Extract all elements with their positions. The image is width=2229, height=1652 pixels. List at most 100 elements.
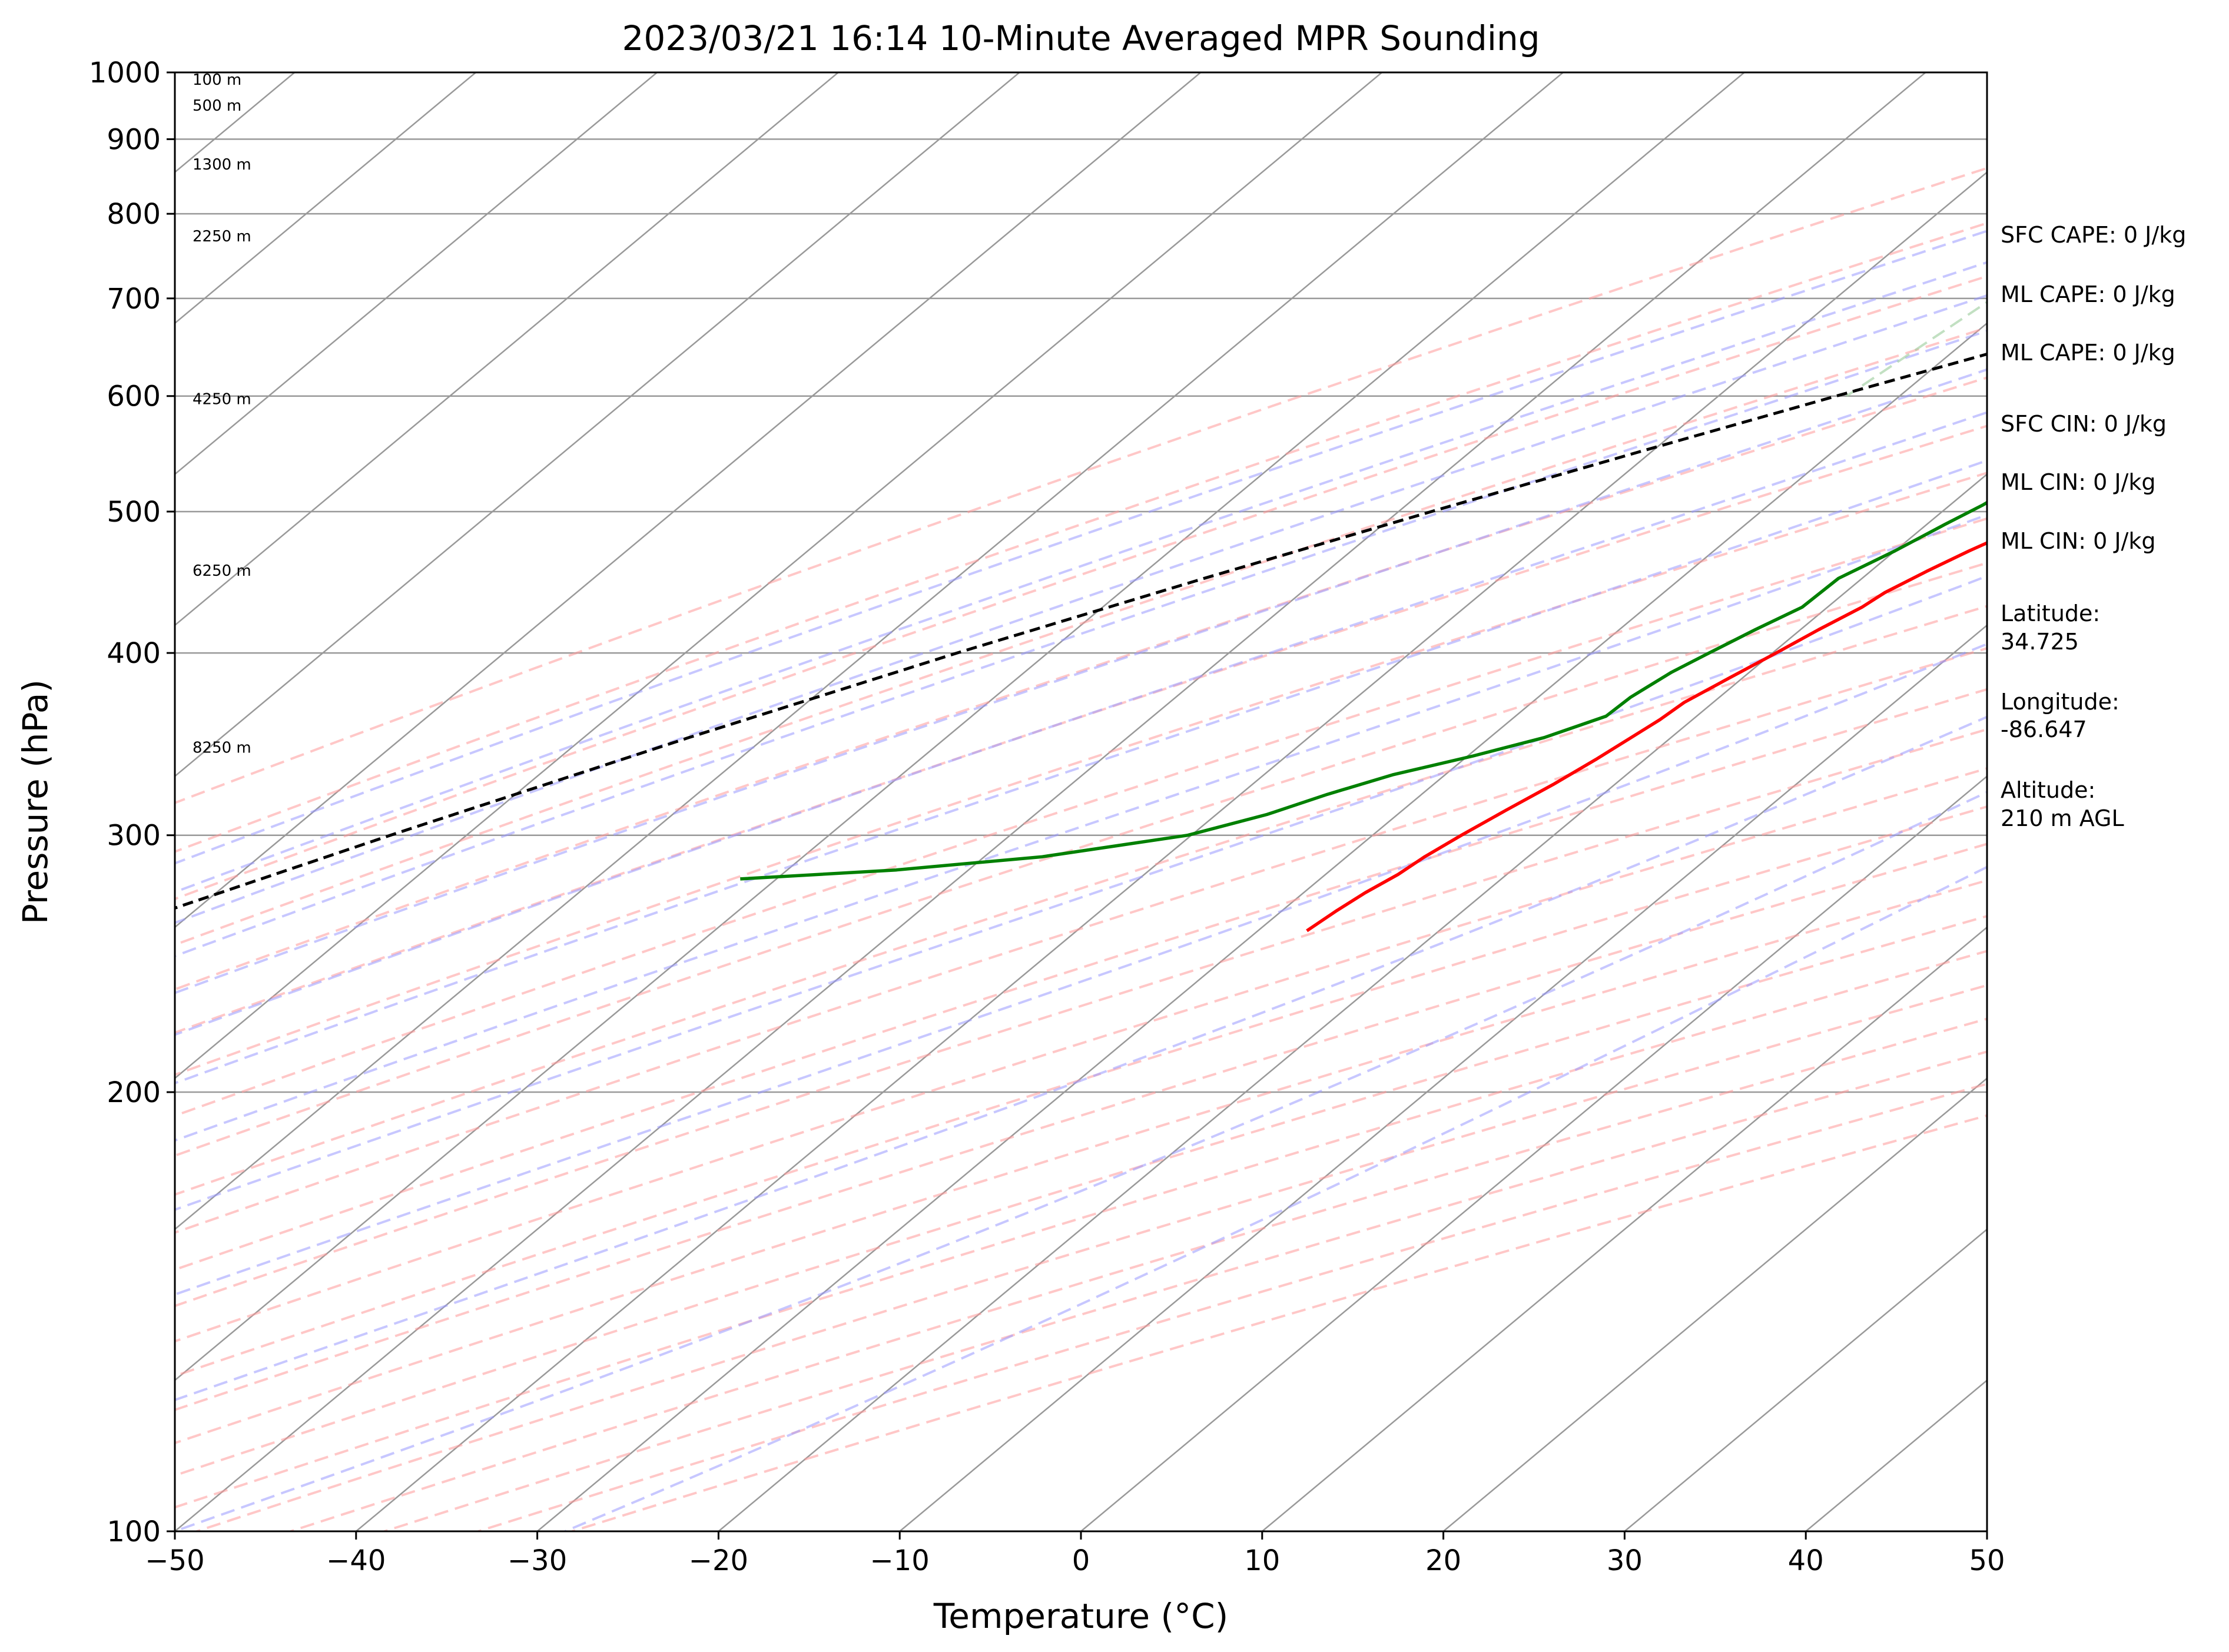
isotherm-line xyxy=(175,72,1745,1382)
y-tick-label: 100 xyxy=(107,1515,161,1548)
moist-adiabat-line xyxy=(175,575,1987,1211)
isotherm-line xyxy=(355,171,1987,1531)
moist-adiabat-line xyxy=(175,791,1987,1531)
isotherm-line xyxy=(1442,1077,1987,1531)
dry-adiabat-line xyxy=(175,688,1987,1271)
annotation-text: 34.725 xyxy=(2001,629,2079,655)
moist-adiabat-line xyxy=(175,261,1987,894)
dry-adiabat-line xyxy=(175,376,1987,991)
dry-adiabat-line xyxy=(175,517,1987,1117)
moist-adiabat-line xyxy=(175,513,1987,1142)
isotherm-line xyxy=(175,72,1926,1531)
x-tick-label: 0 xyxy=(1072,1544,1090,1577)
dry-adiabat-line xyxy=(175,221,1987,853)
y-tick-label: 200 xyxy=(107,1076,161,1109)
y-tick-label: 400 xyxy=(107,637,161,670)
dry-adiabat-line xyxy=(572,1114,1987,1531)
dry-adiabat-line xyxy=(175,424,1987,1034)
y-tick-label: 700 xyxy=(107,283,161,316)
x-tick-label: −30 xyxy=(508,1544,567,1577)
x-tick-label: 30 xyxy=(1607,1544,1643,1577)
x-tick-label: −20 xyxy=(689,1544,748,1577)
chart-title: 2023/03/21 16:14 10-Minute Averaged MPR … xyxy=(622,18,1540,58)
annotation-text: ML CIN: 0 J/kg xyxy=(2001,469,2155,495)
moist-adiabat-line xyxy=(175,368,1987,994)
height-label: 2250 m xyxy=(193,228,251,246)
x-tick-label: −40 xyxy=(326,1544,386,1577)
height-label: 6250 m xyxy=(193,562,251,580)
dewpoint-line xyxy=(740,500,1987,881)
isotherm-line xyxy=(175,72,1383,1080)
isotherm-line xyxy=(2168,72,2229,1531)
isotherm-line xyxy=(1261,926,1987,1531)
annotation-text: Latitude: xyxy=(2001,601,2100,626)
height-label: 1300 m xyxy=(193,156,251,174)
x-tick-label: 50 xyxy=(1969,1544,2005,1577)
x-tick-label: 40 xyxy=(1788,1544,1824,1577)
dry-adiabat-line xyxy=(175,805,1987,1378)
annotation-text: 210 m AGL xyxy=(2001,805,2124,831)
dry-adiabat-line xyxy=(175,842,1987,1411)
moist-adiabat-line xyxy=(175,459,1987,1084)
dry-adiabat-line xyxy=(175,562,1987,1157)
height-labels: 8250 m 6250 m 4250 m 2250 m 1300 m 500 m 100 m xyxy=(193,71,251,757)
isotherm-line xyxy=(175,72,477,324)
x-axis: −50 −40 −30 −20 −10 0 10 20 30 40 50 xyxy=(145,1531,2005,1577)
isotherm-line xyxy=(175,72,658,476)
moist-adiabat-line xyxy=(175,329,1987,958)
y-axis-label: Pressure (hPa) xyxy=(15,679,55,924)
isotherm-line xyxy=(175,72,1564,1230)
isotherm-line xyxy=(175,72,839,626)
y-tick-label: 800 xyxy=(107,198,161,231)
annotation-text: ML CIN: 0 J/kg xyxy=(2001,528,2155,554)
dry-adiabat-line xyxy=(175,275,1987,901)
y-tick-label: 900 xyxy=(107,123,161,156)
isotherm-line xyxy=(175,72,1020,778)
x-tick-label: −10 xyxy=(870,1544,930,1577)
height-label: 500 m xyxy=(193,97,241,115)
height-label: 8250 m xyxy=(193,739,251,757)
annotation-text: ML CAPE: 0 J/kg xyxy=(2001,340,2175,366)
annotation-text: Longitude: xyxy=(2001,689,2119,715)
plot-frame xyxy=(174,71,1988,1532)
dry-adiabat-line xyxy=(175,647,1987,1234)
x-tick-label: 10 xyxy=(1244,1544,1280,1577)
annotation-text: SFC CAPE: 0 J/kg xyxy=(2001,222,2186,248)
dry-adiabat-line xyxy=(175,728,1987,1308)
y-axis: 100 200 300 400 500 600 700 800 900 1000 xyxy=(89,57,175,1548)
dry-adiabat-line xyxy=(175,915,1987,1477)
temperature-line xyxy=(1306,541,1987,933)
annotation-text: ML CAPE: 0 J/kg xyxy=(2001,281,2175,307)
dry-adiabat-line xyxy=(175,326,1987,946)
isotherm-line xyxy=(718,473,1987,1531)
annotation-text: SFC CIN: 0 J/kg xyxy=(2001,411,2167,437)
height-label: 4250 m xyxy=(193,390,251,408)
x-tick-label: 20 xyxy=(1425,1544,1461,1577)
annotation-text: Altitude: xyxy=(2001,777,2095,803)
moist-adiabat-line xyxy=(175,715,1987,1402)
dry-adiabat-line xyxy=(175,472,1987,1076)
y-tick-label: 1000 xyxy=(89,57,161,89)
dry-adiabat-line xyxy=(175,767,1987,1343)
moist-adiabat-line xyxy=(175,642,1987,1296)
isotherm-line xyxy=(175,72,1202,928)
parcel-path-line xyxy=(175,352,1987,910)
annotation-text: -86.647 xyxy=(2001,716,2087,742)
y-tick-label: 500 xyxy=(107,496,161,529)
moist-adiabat-line xyxy=(175,230,1987,865)
isotherm-line xyxy=(1080,775,1987,1531)
data-series xyxy=(175,352,1987,933)
moist-adiabat-line xyxy=(175,411,1987,1036)
x-axis-label: Temperature (°C) xyxy=(933,1596,1229,1636)
background-lines xyxy=(175,72,2229,1531)
dry-adiabat-line xyxy=(175,879,1987,1445)
moist-adiabat-line xyxy=(565,865,1987,1531)
dry-adiabat-line xyxy=(175,167,1987,804)
dry-adiabat-line xyxy=(175,605,1987,1196)
dry-adiabat-line xyxy=(477,1082,1987,1531)
isotherm-line xyxy=(536,322,1987,1531)
height-label: 100 m xyxy=(193,71,241,89)
isotherm-line xyxy=(899,624,1987,1531)
y-tick-label: 600 xyxy=(107,380,161,413)
